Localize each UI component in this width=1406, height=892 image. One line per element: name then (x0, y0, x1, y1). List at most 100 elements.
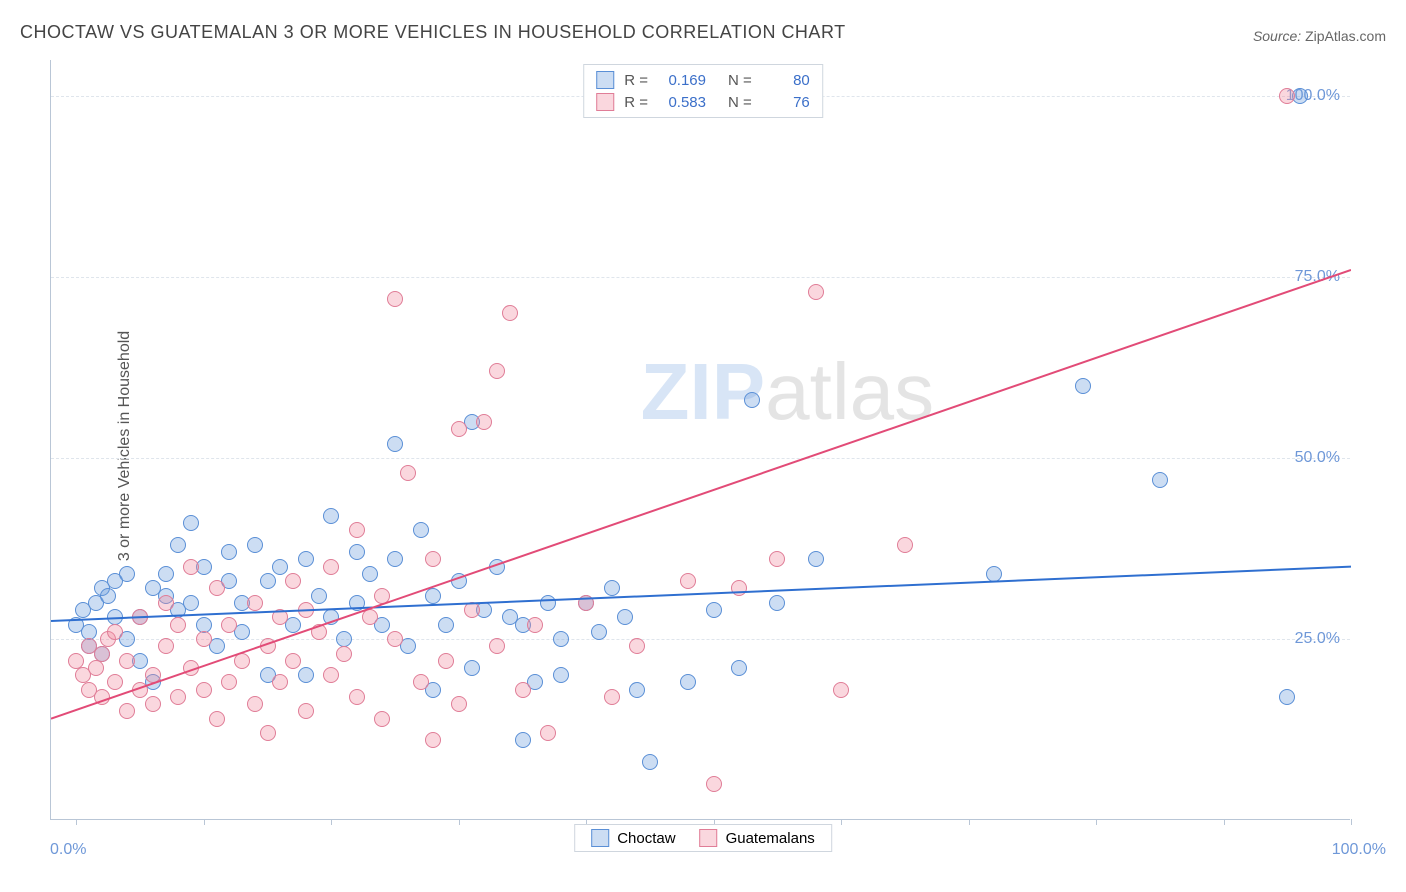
data-point (744, 392, 760, 408)
data-point (489, 363, 505, 379)
data-point (808, 551, 824, 567)
legend-swatch (596, 93, 614, 111)
plot-area: 25.0%50.0%75.0%100.0% (50, 60, 1350, 820)
data-point (1279, 88, 1295, 104)
data-point (769, 551, 785, 567)
data-point (540, 595, 556, 611)
data-point (234, 653, 250, 669)
data-point (107, 624, 123, 640)
gridline (51, 639, 1350, 640)
data-point (336, 646, 352, 662)
x-tick (204, 819, 205, 825)
data-point (247, 537, 263, 553)
legend-r-value: 0.583 (658, 94, 706, 111)
data-point (731, 660, 747, 676)
data-point (311, 588, 327, 604)
trend-line (51, 270, 1351, 719)
data-point (604, 689, 620, 705)
data-point (285, 653, 301, 669)
data-point (400, 465, 416, 481)
data-point (476, 414, 492, 430)
data-point (311, 624, 327, 640)
data-point (107, 674, 123, 690)
data-point (298, 667, 314, 683)
data-point (808, 284, 824, 300)
legend-stats: R =0.169N =80R =0.583N =76 (583, 64, 823, 118)
chart-title: CHOCTAW VS GUATEMALAN 3 OR MORE VEHICLES… (20, 22, 846, 43)
data-point (502, 305, 518, 321)
x-tick-max: 100.0% (1332, 841, 1386, 859)
data-point (94, 689, 110, 705)
data-point (247, 696, 263, 712)
data-point (438, 617, 454, 633)
legend-series-item: Choctaw (591, 829, 675, 847)
data-point (349, 595, 365, 611)
data-point (221, 674, 237, 690)
data-point (706, 776, 722, 792)
data-point (387, 291, 403, 307)
data-point (1075, 378, 1091, 394)
data-point (731, 580, 747, 596)
data-point (183, 660, 199, 676)
data-point (272, 609, 288, 625)
legend-series-item: Guatemalans (700, 829, 815, 847)
legend-stats-row: R =0.169N =80 (596, 69, 810, 91)
legend-series: Choctaw Guatemalans (574, 824, 832, 852)
data-point (540, 725, 556, 741)
data-point (425, 551, 441, 567)
data-point (298, 703, 314, 719)
data-point (272, 674, 288, 690)
data-point (438, 653, 454, 669)
data-point (489, 638, 505, 654)
data-point (349, 689, 365, 705)
x-tick (1096, 819, 1097, 825)
data-point (680, 674, 696, 690)
data-point (298, 551, 314, 567)
data-point (119, 703, 135, 719)
data-point (285, 573, 301, 589)
data-point (119, 653, 135, 669)
legend-series-label: Guatemalans (726, 830, 815, 847)
data-point (170, 537, 186, 553)
data-point (260, 573, 276, 589)
data-point (170, 689, 186, 705)
trend-line (51, 567, 1351, 621)
data-point (209, 580, 225, 596)
data-point (209, 711, 225, 727)
legend-n-value: 80 (762, 72, 810, 89)
legend-n-label: N = (728, 72, 752, 89)
gridline (51, 277, 1350, 278)
data-point (183, 595, 199, 611)
legend-series-label: Choctaw (617, 830, 675, 847)
x-tick (1351, 819, 1352, 825)
data-point (425, 588, 441, 604)
data-point (374, 711, 390, 727)
data-point (221, 617, 237, 633)
data-point (362, 609, 378, 625)
x-tick (969, 819, 970, 825)
data-point (451, 696, 467, 712)
data-point (260, 725, 276, 741)
data-point (349, 544, 365, 560)
data-point (680, 573, 696, 589)
data-point (94, 646, 110, 662)
data-point (183, 559, 199, 575)
correlation-chart: CHOCTAW VS GUATEMALAN 3 OR MORE VEHICLES… (0, 0, 1406, 892)
data-point (298, 602, 314, 618)
data-point (88, 660, 104, 676)
data-point (196, 682, 212, 698)
data-point (221, 544, 237, 560)
x-tick (76, 819, 77, 825)
x-tick (331, 819, 332, 825)
legend-swatch (700, 829, 718, 847)
data-point (170, 617, 186, 633)
data-point (642, 754, 658, 770)
data-point (553, 667, 569, 683)
data-point (387, 631, 403, 647)
data-point (100, 588, 116, 604)
data-point (387, 551, 403, 567)
legend-r-value: 0.169 (658, 72, 706, 89)
data-point (1152, 472, 1168, 488)
data-point (119, 566, 135, 582)
data-point (629, 682, 645, 698)
